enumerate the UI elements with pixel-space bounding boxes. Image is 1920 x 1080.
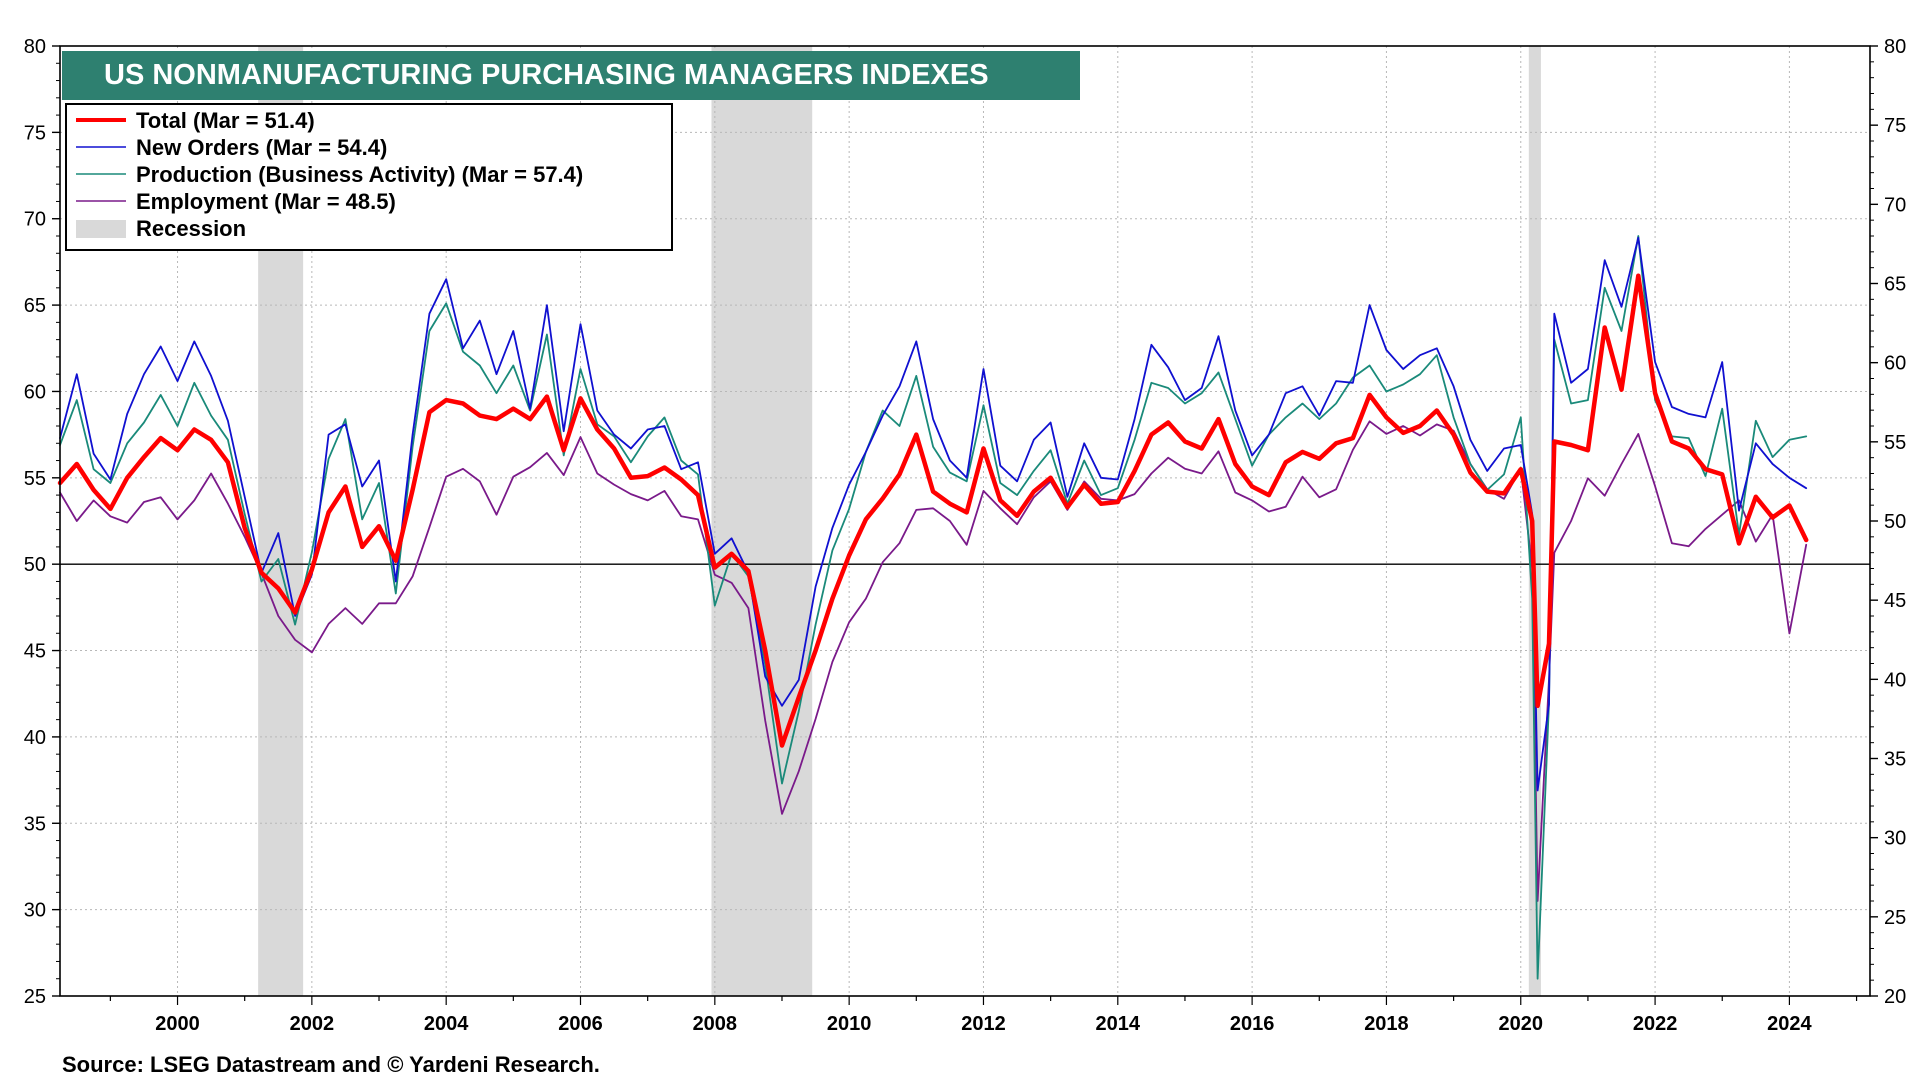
right-tick-label-20: 20 — [1884, 986, 1906, 1008]
x-tick-label-2022: 2022 — [1633, 1013, 1678, 1035]
legend-label-total: Total (Mar = 51.4) — [136, 108, 315, 133]
left-tick-label-55: 55 — [24, 468, 46, 490]
title-background — [62, 51, 1080, 100]
legend-label-production: Production (Business Activity) (Mar = 57… — [136, 162, 583, 187]
left-tick-label-60: 60 — [24, 381, 46, 403]
left-tick-label-25: 25 — [24, 986, 46, 1008]
x-tick-label-2018: 2018 — [1364, 1013, 1409, 1035]
x-tick-label-2016: 2016 — [1230, 1013, 1275, 1035]
left-tick-label-50: 50 — [24, 554, 46, 576]
left-y-axis: 25 30 35 40 45 50 55 60 65 70 75 80 — [24, 36, 60, 1008]
chart-title-box: US NONMANUFACTURING PURCHASING MANAGERS … — [62, 51, 1080, 100]
right-tick-label-35: 35 — [1884, 749, 1906, 771]
x-tick-label-2012: 2012 — [961, 1013, 1006, 1035]
left-tick-label-65: 65 — [24, 295, 46, 317]
right-y-axis: 20 25 30 35 40 45 50 55 60 65 70 75 80 — [1870, 36, 1906, 1008]
series-lines — [57, 235, 1809, 980]
x-tick-label-2008: 2008 — [693, 1013, 738, 1035]
x-tick-label-2000: 2000 — [155, 1013, 200, 1035]
legend: Total (Mar = 51.4) New Orders (Mar = 54.… — [65, 103, 673, 251]
left-tick-label-75: 75 — [24, 122, 46, 144]
legend-label-employment: Employment (Mar = 48.5) — [136, 189, 396, 214]
x-tick-label-2024: 2024 — [1767, 1013, 1812, 1035]
x-tick-label-2002: 2002 — [290, 1013, 335, 1035]
left-tick-label-35: 35 — [24, 813, 46, 835]
right-tick-label-60: 60 — [1884, 353, 1906, 375]
left-tick-label-80: 80 — [24, 36, 46, 58]
x-axis: 2000 2002 2004 2006 2008 2010 2012 2014 2016 2018… — [109, 996, 1858, 1035]
right-tick-label-40: 40 — [1884, 669, 1906, 691]
left-tick-label-30: 30 — [24, 900, 46, 922]
right-tick-label-50: 50 — [1884, 511, 1906, 533]
right-tick-label-30: 30 — [1884, 828, 1906, 850]
legend-box — [65, 103, 673, 251]
x-tick-label-2006: 2006 — [558, 1013, 603, 1035]
legend-label-recession: Recession — [136, 216, 246, 241]
right-tick-label-70: 70 — [1884, 194, 1906, 216]
series-line-production — [59, 235, 1808, 980]
x-tick-label-2020: 2020 — [1499, 1013, 1544, 1035]
x-tick-label-2004: 2004 — [424, 1013, 469, 1035]
recession-band-2 — [711, 46, 813, 996]
left-tick-label-45: 45 — [24, 641, 46, 663]
series-line-total — [57, 273, 1809, 748]
right-tick-label-45: 45 — [1884, 590, 1906, 612]
left-tick-label-40: 40 — [24, 727, 46, 749]
recession-band-3 — [1528, 46, 1541, 996]
x-tick-label-2014: 2014 — [1096, 1013, 1141, 1035]
right-tick-label-75: 75 — [1884, 115, 1906, 137]
right-tick-label-55: 55 — [1884, 432, 1906, 454]
right-tick-label-65: 65 — [1884, 274, 1906, 296]
x-tick-label-2010: 2010 — [827, 1013, 872, 1035]
left-tick-label-70: 70 — [24, 209, 46, 231]
right-tick-label-80: 80 — [1884, 36, 1906, 58]
legend-label-new-orders: New Orders (Mar = 54.4) — [136, 135, 387, 160]
legend-swatch-recession — [76, 220, 126, 238]
chart-title: US NONMANUFACTURING PURCHASING MANAGERS … — [104, 59, 989, 91]
source-note: Source: LSEG Datastream and © Yardeni Re… — [62, 1052, 600, 1077]
right-tick-label-25: 25 — [1884, 907, 1906, 929]
